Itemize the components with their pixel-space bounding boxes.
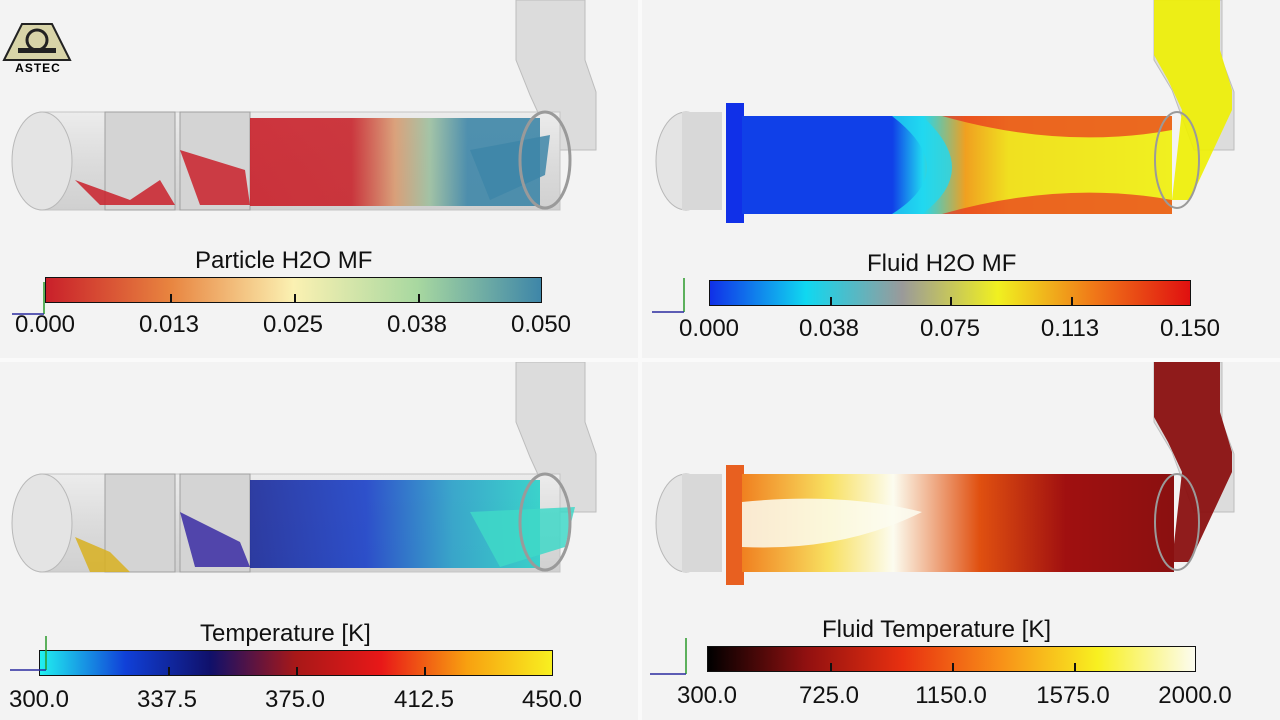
panel-fluid-temperature: Fluid Temperature [K] 300.0 725.0 1150.0… xyxy=(642,362,1280,720)
colorbar-label: 0.113 xyxy=(1040,315,1100,342)
colorbar-tick xyxy=(1074,663,1076,671)
astec-logo-icon xyxy=(2,23,72,61)
drum-render-particle-h2o xyxy=(11,0,597,211)
colorbar-label: 0.050 xyxy=(510,311,572,338)
colorbar-title: Temperature [K] xyxy=(200,620,371,647)
colorbar-tick xyxy=(830,663,832,671)
colorbar-tick xyxy=(418,294,420,302)
colorbar-label: 0.150 xyxy=(1159,315,1221,342)
colorbar-label: 0.075 xyxy=(919,315,981,342)
colorbar-title: Fluid H2O MF xyxy=(867,250,1017,277)
colorbar-label: 0.038 xyxy=(798,315,860,342)
colorbar-label: 375.0 xyxy=(264,686,326,713)
colorbar-label: 300.0 xyxy=(676,682,738,709)
axes-triad-icon xyxy=(10,636,47,671)
colorbar-label: 0.038 xyxy=(386,311,448,338)
colorbar-label: 0.025 xyxy=(262,311,324,338)
colorbar-label: 1575.0 xyxy=(1036,682,1110,709)
colorbar-label: 300.0 xyxy=(8,686,70,713)
colorbar-label: 0.013 xyxy=(138,311,200,338)
colorbar-tick xyxy=(830,297,832,305)
drum-render-fluid-temperature xyxy=(655,362,1235,585)
panel-divider-horizontal xyxy=(0,358,1280,362)
colorbar-tick xyxy=(424,667,426,675)
colorbar-label: 0.000 xyxy=(14,311,76,338)
colorbar-label: 412.5 xyxy=(393,686,455,713)
colorbar-tick xyxy=(170,294,172,302)
colorbar-tick xyxy=(950,297,952,305)
colorbar-tick xyxy=(168,667,170,675)
axes-triad-icon xyxy=(652,278,685,313)
drum-render-particle-temperature xyxy=(11,362,597,573)
panel-particle-h2o: Particle H2O MF 0.000 0.013 0.025 0.038 … xyxy=(0,0,638,358)
colorbar-tick xyxy=(952,663,954,671)
colorbar xyxy=(45,277,542,303)
panel-fluid-h2o: Fluid H2O MF 0.000 0.038 0.075 0.113 0.1… xyxy=(642,0,1280,358)
colorbar xyxy=(39,650,553,676)
colorbar-label: 2000.0 xyxy=(1158,682,1232,709)
colorbar xyxy=(707,646,1196,672)
colorbar-tick xyxy=(294,294,296,302)
colorbar-tick xyxy=(296,667,298,675)
colorbar-label: 337.5 xyxy=(136,686,198,713)
axes-triad-icon xyxy=(650,638,687,675)
colorbar xyxy=(709,280,1191,306)
colorbar-label: 0.000 xyxy=(678,315,740,342)
colorbar-title: Fluid Temperature [K] xyxy=(822,616,1051,643)
axes-triad-icon xyxy=(12,282,45,315)
astec-logo-text: ASTEC xyxy=(15,61,61,75)
drum-render-fluid-h2o xyxy=(655,0,1235,223)
colorbar-tick xyxy=(1071,297,1073,305)
panel-particle-temperature: Temperature [K] 300.0 337.5 375.0 412.5 … xyxy=(0,362,638,720)
colorbar-title: Particle H2O MF xyxy=(195,247,373,274)
colorbar-label: 725.0 xyxy=(798,682,860,709)
colorbar-label: 450.0 xyxy=(521,686,583,713)
colorbar-label: 1150.0 xyxy=(915,682,987,709)
